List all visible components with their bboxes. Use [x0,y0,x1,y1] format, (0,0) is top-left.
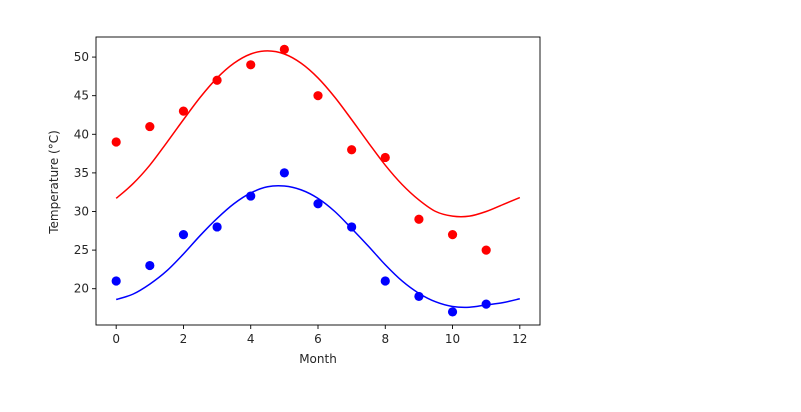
y-tick-label-50: 50 [74,50,89,64]
data-point-red-10 [447,230,458,240]
data-point-red-6 [313,91,323,101]
x-tick-label-6: 6 [314,332,322,346]
y-tick-label-20: 20 [74,282,89,296]
data-point-blue-7 [347,222,357,232]
x-tick-label-12: 12 [512,332,527,346]
data-point-red-7 [347,145,357,155]
data-point-red-5 [279,44,289,54]
data-point-blue-0 [111,276,121,286]
data-point-red-4 [246,60,256,70]
data-point-red-11 [481,245,491,255]
data-point-blue-11 [481,299,491,309]
data-point-red-1 [145,121,155,132]
data-point-blue-10 [447,307,458,317]
data-point-blue-3 [212,222,222,232]
data-point-blue-5 [279,168,289,178]
y-tick-label-45: 45 [74,89,89,103]
x-tick-label-10: 10 [445,332,460,346]
x-axis-label: Month [299,352,337,366]
plot-area: 0 2 4 6 8 10 12 20 25 30 35 40 45 50 [74,36,541,346]
plot-frame [95,36,541,326]
data-point-red-0 [111,137,121,147]
y-tick-label-25: 25 [74,243,89,257]
y-axis-label: Temperature (°C) [47,130,61,235]
data-point-blue-2 [178,230,189,240]
data-point-blue-8 [380,276,390,286]
data-point-red-8 [380,152,390,163]
data-point-red-9 [414,214,424,224]
fit-curve-red [115,50,521,218]
data-point-blue-6 [313,199,323,209]
y-tick-label-35: 35 [74,166,89,180]
data-point-red-3 [212,75,222,85]
data-point-blue-9 [414,291,424,302]
fit-curve-blue [115,184,520,309]
data-point-blue-4 [246,191,256,201]
data-point-blue-1 [145,260,155,271]
x-tick-label-0: 0 [112,332,120,346]
x-tick-label-2: 2 [180,332,188,346]
y-tick-label-30: 30 [74,204,89,218]
x-tick-label-4: 4 [247,332,255,346]
data-point-red-2 [178,106,189,116]
y-tick-label-40: 40 [74,127,89,141]
x-tick-label-8: 8 [381,332,389,346]
